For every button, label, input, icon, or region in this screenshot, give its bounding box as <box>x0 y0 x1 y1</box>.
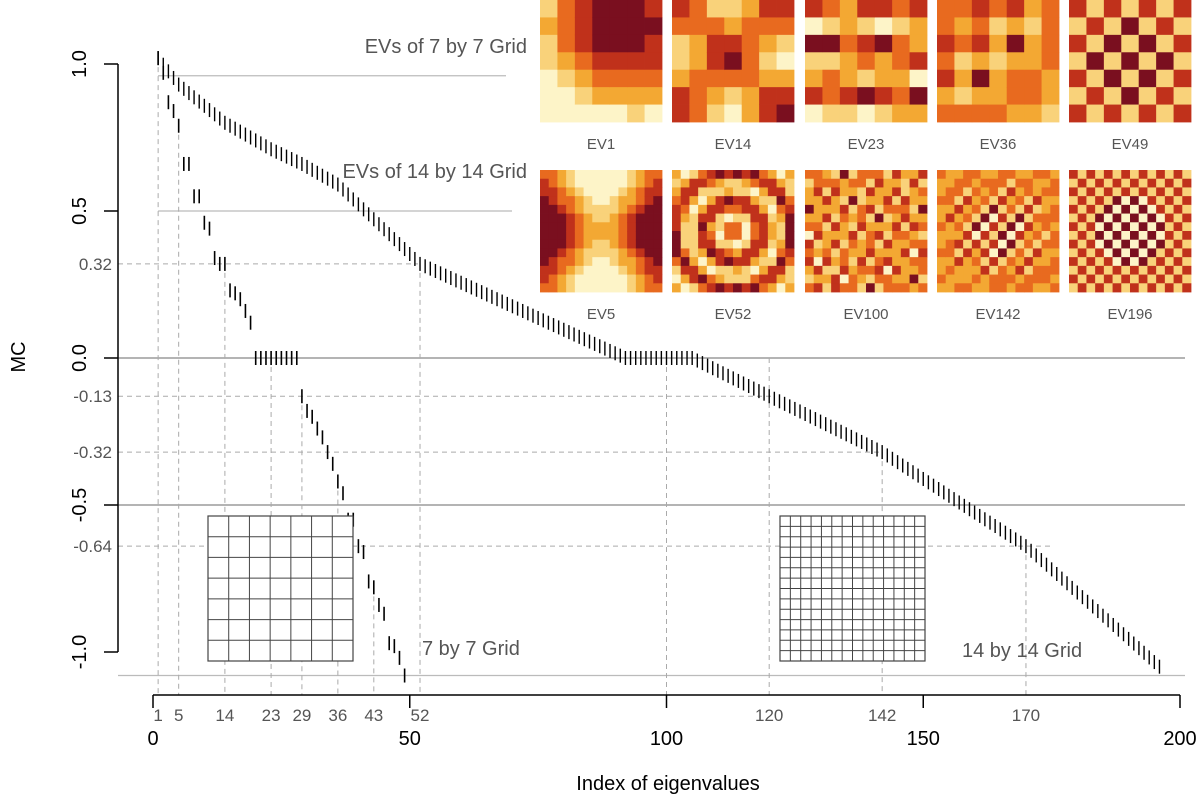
heatmap-panel-ev100: EV100 <box>805 170 928 323</box>
axes: 1.0 0.5 0.0 -0.5 -1.0 0.32 -0.13 -0.32 -0.64 0 50 1… <box>69 50 1197 750</box>
heatmap-panel-ev14: EV14 <box>672 0 795 153</box>
grid-14x14-illustration <box>779 515 926 662</box>
heatmap-panel-label: EV14 <box>715 136 752 153</box>
annotation-14x14-grid: 14 by 14 Grid <box>962 640 1082 662</box>
x-minor-tick-label: 29 <box>292 706 311 725</box>
heatmap-panel-ev36: EV36 <box>937 0 1060 153</box>
y-major-tick-label: -1.0 <box>69 635 91 669</box>
y-major-tick-label: 0.0 <box>69 344 91 372</box>
x-minor-tick-label: 52 <box>411 706 430 725</box>
heatmap-panel-ev52: EV52 <box>672 170 795 323</box>
y-major-tick-label: 0.5 <box>69 197 91 225</box>
series-14x14-points <box>157 51 1161 674</box>
heatmap-panel-ev1: EV1 <box>540 0 663 153</box>
y-major-tick-label: 1.0 <box>69 50 91 78</box>
x-major-tick-label: 50 <box>399 728 421 750</box>
reference-label-14x14: EVs of 14 by 14 Grid <box>342 161 527 183</box>
x-major-tick-label: 200 <box>1163 728 1196 750</box>
y-minor-tick-label: -0.13 <box>73 387 112 406</box>
x-minor-tick-label: 142 <box>868 706 896 725</box>
eigenvector-heatmap-panels: EV1 EV14 EV23 EV36 EV49 EV5 EV52 EV100 EV142 EV19… <box>540 0 1192 323</box>
x-major-tick-label: 100 <box>650 728 683 750</box>
y-minor-tick-label: -0.64 <box>73 537 112 556</box>
grid-illustrations <box>207 515 926 662</box>
x-minor-tick-label: 36 <box>328 706 347 725</box>
heatmap-panel-ev23: EV23 <box>805 0 928 153</box>
heatmap-panel-label: EV5 <box>587 306 615 323</box>
y-minor-tick-label: 0.32 <box>79 255 112 274</box>
heatmap-panel-ev49: EV49 <box>1069 0 1192 153</box>
y-minor-tick-label: -0.32 <box>73 443 112 462</box>
y-axis-label: MC <box>8 341 30 372</box>
heatmap-panel-label: EV1 <box>587 136 615 153</box>
x-minor-tick-label: 120 <box>755 706 783 725</box>
dashed-guides <box>118 58 1050 695</box>
x-major-tick-label: 150 <box>907 728 940 750</box>
x-major-tick-label: 0 <box>147 728 158 750</box>
x-minor-tick-label: 14 <box>215 706 234 725</box>
annotation-7x7-grid: 7 by 7 Grid <box>422 638 520 660</box>
heatmap-panel-label: EV52 <box>715 306 752 323</box>
heatmap-panel-ev196: EV196 <box>1069 170 1192 323</box>
x-minor-tick-label: 43 <box>364 706 383 725</box>
heatmap-panel-label: EV36 <box>980 136 1017 153</box>
reference-label-7x7: EVs of 7 by 7 Grid <box>365 36 527 58</box>
x-minor-tick-label: 5 <box>174 706 183 725</box>
heatmap-panel-label: EV49 <box>1112 136 1149 153</box>
x-axis-label: Index of eigenvalues <box>576 773 759 795</box>
heatmap-panel-label: EV23 <box>848 136 885 153</box>
x-minor-tick-label: 23 <box>262 706 281 725</box>
heatmap-panel-label: EV100 <box>843 306 888 323</box>
x-minor-tick-label: 1 <box>153 706 162 725</box>
y-major-tick-label: -0.5 <box>69 488 91 522</box>
heatmap-panel-ev142: EV142 <box>937 170 1060 323</box>
heatmap-panel-label: EV196 <box>1107 306 1152 323</box>
heatmap-panel-label: EV142 <box>975 306 1020 323</box>
heatmap-panel-ev5: EV5 <box>540 170 663 323</box>
grid-7x7-illustration <box>207 515 354 662</box>
series-7x7-points <box>157 51 406 683</box>
x-minor-tick-label: 170 <box>1012 706 1040 725</box>
